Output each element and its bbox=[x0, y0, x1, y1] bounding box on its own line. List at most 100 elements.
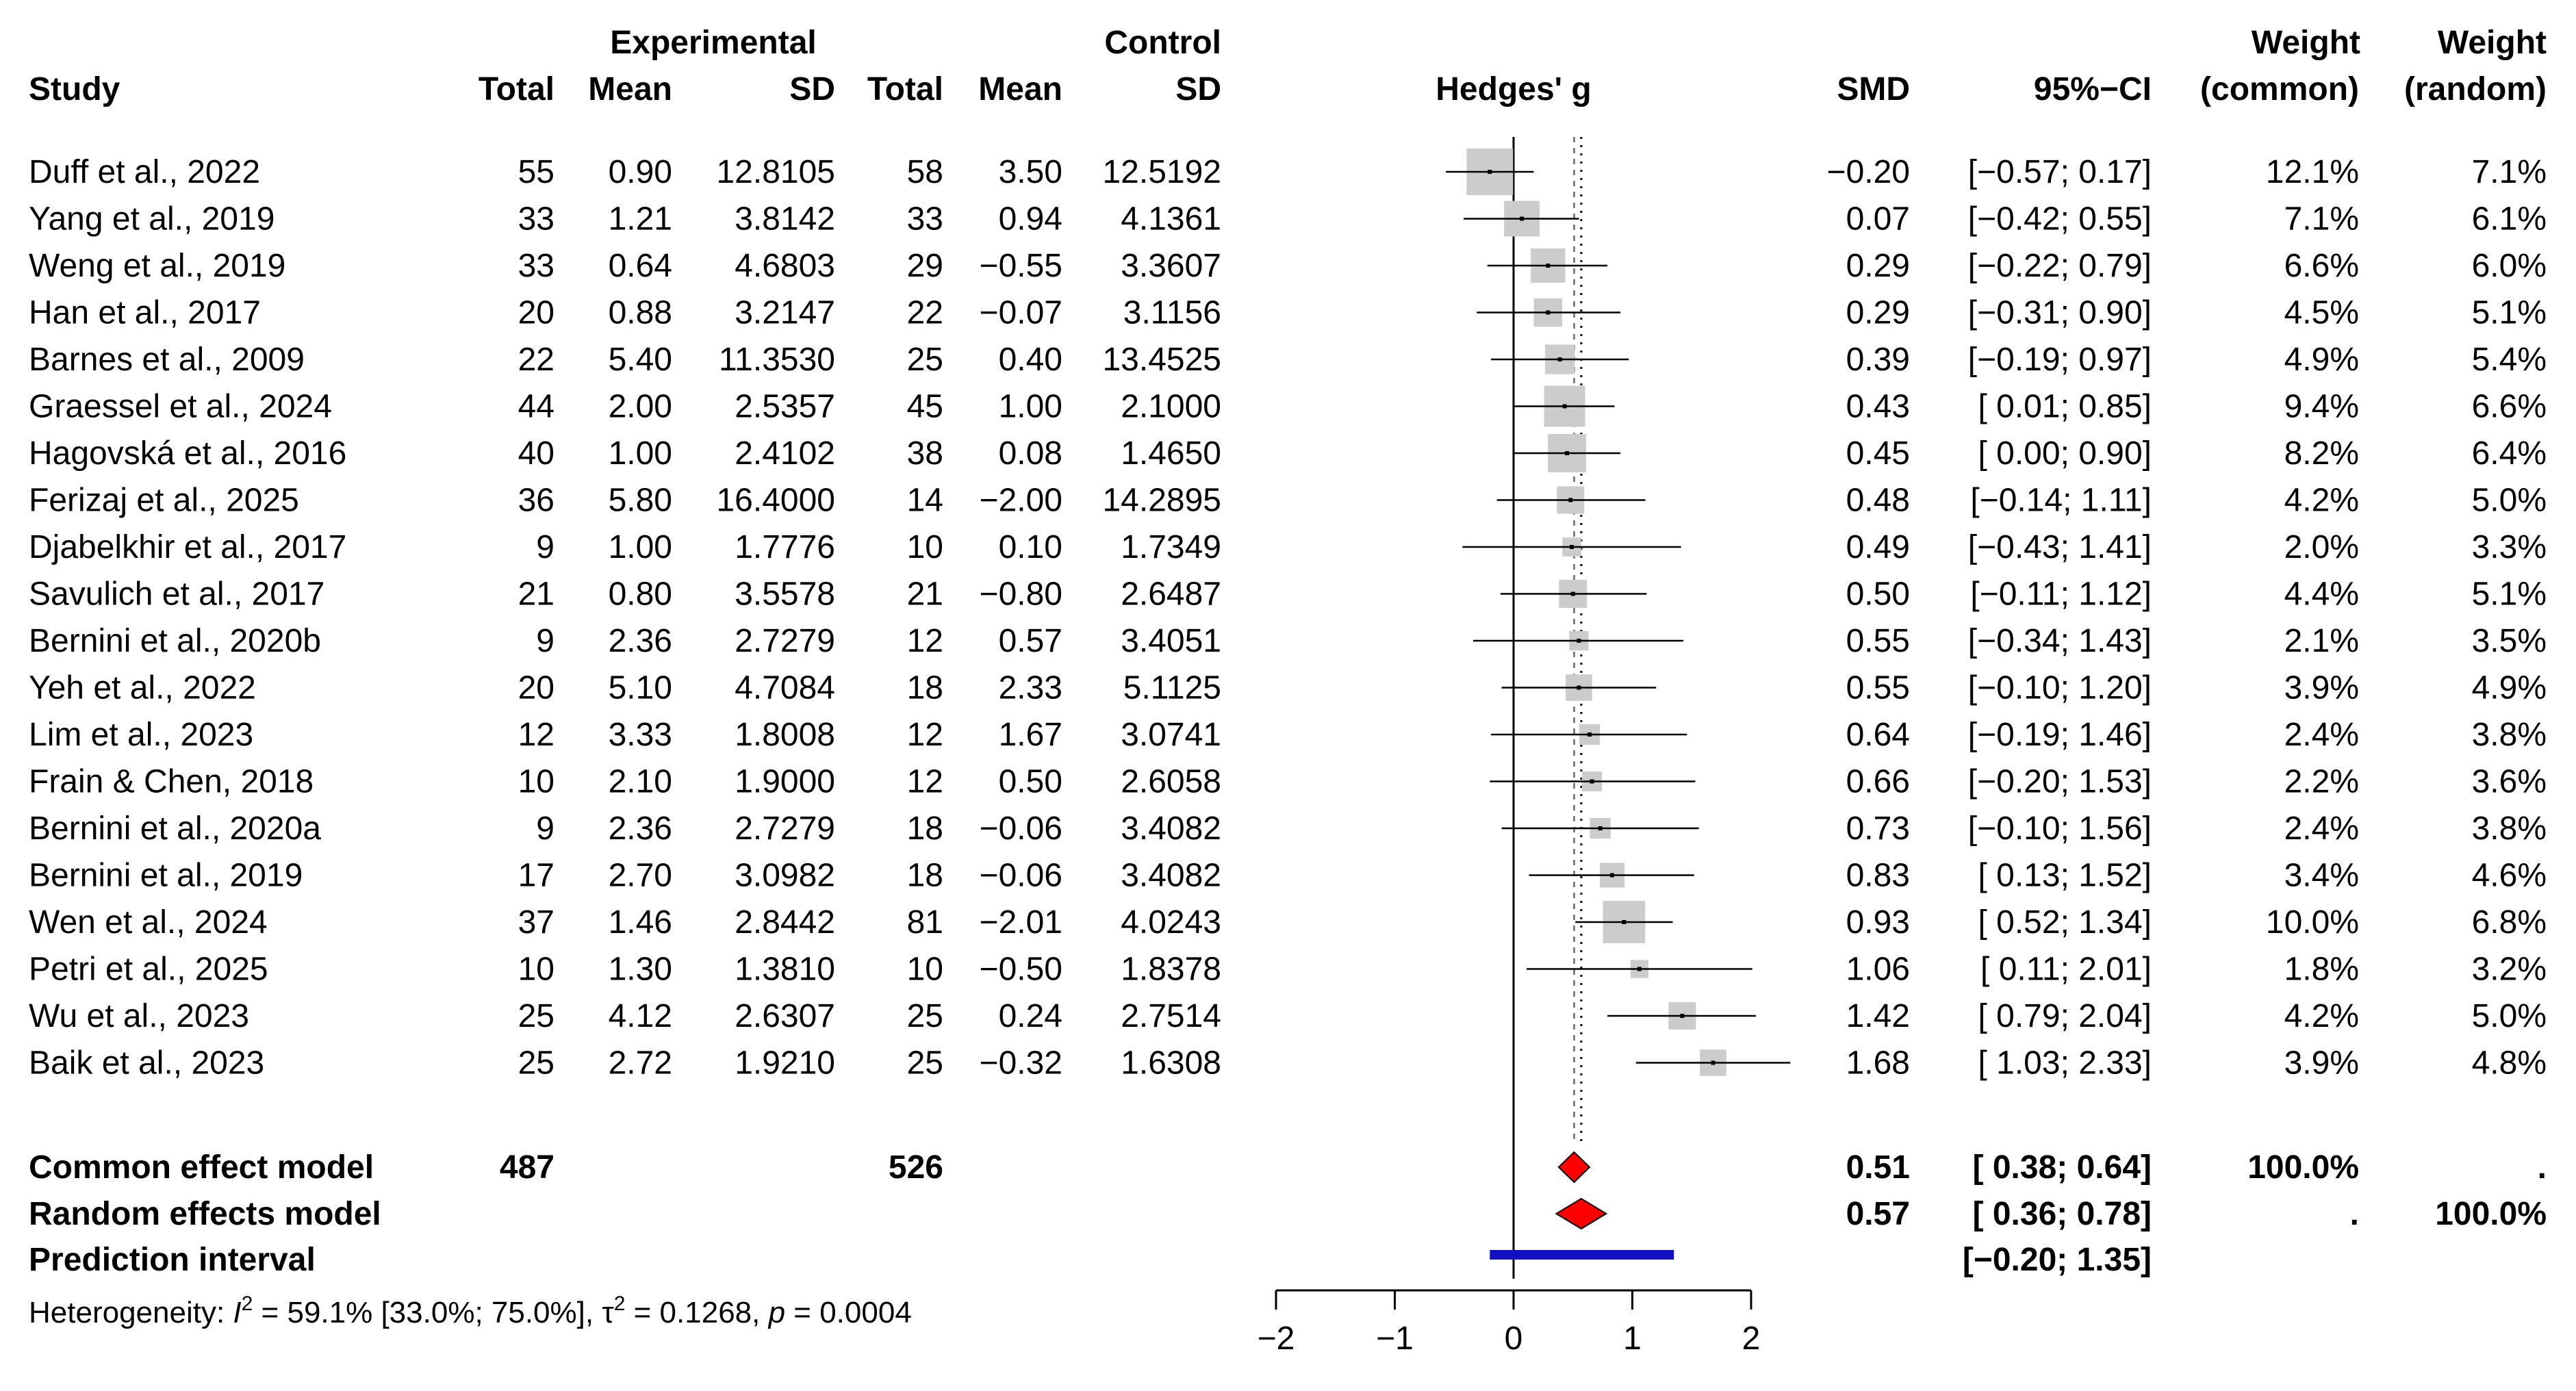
common-smd: 0.51 bbox=[1846, 1149, 1910, 1186]
header-study: Study bbox=[29, 71, 120, 107]
heterogeneity-text: Heterogeneity: I2 = 59.1% [33.0%; 75.0%]… bbox=[29, 1292, 912, 1329]
study-label: Savulich et al., 2017 bbox=[29, 576, 324, 613]
superscript-two: 2 bbox=[242, 1292, 253, 1315]
study-point bbox=[1711, 1060, 1716, 1065]
exp-sd: 2.7279 bbox=[735, 623, 835, 659]
ctrl-sd: 3.3607 bbox=[1121, 248, 1221, 284]
exp-total: 21 bbox=[518, 576, 554, 613]
common-exp-total: 487 bbox=[500, 1149, 554, 1186]
ci-value: [−0.31; 0.90] bbox=[1968, 295, 2152, 331]
ctrl-sd: 13.4525 bbox=[1102, 342, 1221, 378]
exp-mean: 1.30 bbox=[609, 952, 672, 988]
ctrl-mean: 0.08 bbox=[999, 435, 1062, 472]
ctrl-sd: 1.8378 bbox=[1121, 952, 1221, 988]
weight-common-value: 2.1% bbox=[2284, 623, 2359, 659]
ctrl-total: 22 bbox=[907, 295, 943, 331]
ctrl-total: 81 bbox=[907, 904, 943, 941]
ctrl-mean: 0.94 bbox=[999, 201, 1062, 238]
study-point bbox=[1680, 1014, 1685, 1018]
weight-random-value: 6.1% bbox=[2472, 201, 2547, 238]
smd-value: 0.50 bbox=[1846, 576, 1910, 613]
ctrl-sd: 2.6487 bbox=[1121, 576, 1221, 613]
weight-random-value: 3.2% bbox=[2472, 952, 2547, 988]
ctrl-total: 45 bbox=[907, 389, 943, 425]
study-point bbox=[1488, 170, 1492, 174]
ctrl-mean: −2.01 bbox=[980, 904, 1062, 941]
exp-sd: 3.0982 bbox=[735, 858, 835, 894]
header-experimental: Experimental bbox=[610, 25, 816, 61]
study-point bbox=[1565, 451, 1570, 455]
exp-total: 9 bbox=[536, 623, 554, 659]
weight-random-value: 7.1% bbox=[2472, 154, 2547, 190]
exp-mean: 3.33 bbox=[609, 717, 672, 753]
ctrl-mean: 0.24 bbox=[999, 998, 1062, 1034]
ci-value: [−0.11; 1.12] bbox=[1970, 576, 2152, 613]
ctrl-total: 18 bbox=[907, 858, 943, 894]
weight-random-value: 3.8% bbox=[2472, 811, 2547, 847]
weight-random-value: 3.3% bbox=[2472, 529, 2547, 565]
header-weight-random: Weight bbox=[2438, 25, 2547, 61]
exp-total: 20 bbox=[518, 670, 554, 706]
ctrl-sd: 3.4051 bbox=[1121, 623, 1221, 659]
common-ci: [ 0.38; 0.64] bbox=[1973, 1149, 2152, 1186]
exp-total: 10 bbox=[518, 764, 554, 800]
tau2-value: = 0.1268, bbox=[625, 1296, 768, 1329]
smd-value: 0.55 bbox=[1846, 623, 1910, 659]
ctrl-mean: −0.06 bbox=[980, 858, 1062, 894]
exp-mean: 5.80 bbox=[609, 483, 672, 519]
exp-total: 33 bbox=[518, 201, 554, 238]
ctrl-sd: 1.7349 bbox=[1121, 529, 1221, 565]
ctrl-total: 29 bbox=[907, 248, 943, 284]
prediction-interval-ci: [−0.20; 1.35] bbox=[1963, 1242, 2152, 1278]
weight-random-value: 3.5% bbox=[2472, 623, 2547, 659]
study-label: Baik et al., 2023 bbox=[29, 1045, 264, 1082]
ctrl-total: 12 bbox=[907, 623, 943, 659]
study-label: Han et al., 2017 bbox=[29, 295, 261, 331]
exp-mean: 1.00 bbox=[609, 435, 672, 472]
prediction-interval-bar bbox=[1490, 1250, 1674, 1260]
weight-common-value: 8.2% bbox=[2284, 435, 2359, 472]
exp-mean: 2.72 bbox=[609, 1045, 672, 1082]
common-ctrl-total: 526 bbox=[889, 1149, 943, 1186]
study-label: Djabelkhir et al., 2017 bbox=[29, 529, 346, 565]
study-label: Bernini et al., 2020b bbox=[29, 623, 321, 659]
exp-sd: 3.5578 bbox=[735, 576, 835, 613]
study-label: Duff et al., 2022 bbox=[29, 154, 260, 190]
ci-value: [−0.20; 1.53] bbox=[1968, 764, 2152, 800]
weight-random-value: 3.6% bbox=[2472, 764, 2547, 800]
weight-random-value: 5.1% bbox=[2472, 295, 2547, 331]
common-weight-random: . bbox=[2538, 1149, 2547, 1186]
header-weight-random-sub: (random) bbox=[2404, 71, 2547, 107]
exp-total: 33 bbox=[518, 248, 554, 284]
study-label: Yang et al., 2019 bbox=[29, 201, 275, 238]
ctrl-total: 12 bbox=[907, 764, 943, 800]
exp-mean: 5.10 bbox=[609, 670, 672, 706]
superscript-two: 2 bbox=[614, 1292, 626, 1315]
exp-sd: 1.9000 bbox=[735, 764, 835, 800]
ctrl-total: 25 bbox=[907, 342, 943, 378]
ctrl-sd: 3.0741 bbox=[1121, 717, 1221, 753]
p-symbol: p bbox=[767, 1296, 785, 1329]
weight-common-value: 2.4% bbox=[2284, 811, 2359, 847]
ci-value: [−0.42; 0.55] bbox=[1968, 201, 2152, 238]
x-tick-label: 2 bbox=[1742, 1320, 1761, 1357]
ctrl-mean: 0.10 bbox=[999, 529, 1062, 565]
study-point bbox=[1557, 357, 1562, 361]
ctrl-total: 14 bbox=[907, 483, 943, 519]
study-point bbox=[1568, 498, 1573, 502]
ctrl-sd: 4.1361 bbox=[1121, 201, 1221, 238]
ctrl-mean: 2.33 bbox=[999, 670, 1062, 706]
weight-random-value: 6.4% bbox=[2472, 435, 2547, 472]
ctrl-total: 10 bbox=[907, 529, 943, 565]
weight-random-value: 6.6% bbox=[2472, 389, 2547, 425]
exp-mean: 0.64 bbox=[609, 248, 672, 284]
smd-value: −0.20 bbox=[1827, 154, 1910, 190]
study-point bbox=[1587, 732, 1592, 737]
study-label: Wu et al., 2023 bbox=[29, 998, 249, 1034]
p-value: = 0.0004 bbox=[785, 1296, 912, 1329]
header-exp-sd: SD bbox=[789, 71, 835, 107]
ctrl-mean: 1.67 bbox=[999, 717, 1062, 753]
exp-mean: 2.36 bbox=[609, 623, 672, 659]
study-label: Frain & Chen, 2018 bbox=[29, 764, 314, 800]
